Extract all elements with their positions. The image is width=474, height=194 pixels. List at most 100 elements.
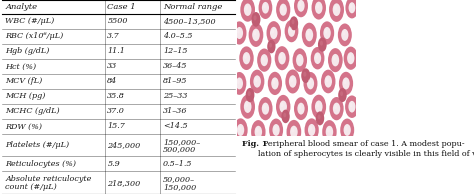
Text: 11.1: 11.1 <box>107 48 125 55</box>
Circle shape <box>296 54 303 66</box>
Circle shape <box>267 40 275 53</box>
Circle shape <box>329 97 344 120</box>
Circle shape <box>254 15 256 21</box>
Text: 3.7: 3.7 <box>107 32 120 41</box>
Circle shape <box>318 114 320 119</box>
Circle shape <box>307 31 310 36</box>
Text: Reticulocytes (%): Reticulocytes (%) <box>5 160 76 168</box>
Circle shape <box>333 3 340 16</box>
Circle shape <box>338 23 352 46</box>
Circle shape <box>251 120 265 144</box>
Circle shape <box>251 12 261 27</box>
Circle shape <box>292 19 294 24</box>
Circle shape <box>346 0 358 18</box>
Circle shape <box>348 101 356 113</box>
Circle shape <box>289 75 297 88</box>
Circle shape <box>316 4 319 8</box>
Circle shape <box>333 103 340 115</box>
Circle shape <box>311 0 326 20</box>
Circle shape <box>280 100 287 113</box>
Circle shape <box>274 46 289 70</box>
Circle shape <box>252 29 260 41</box>
Circle shape <box>311 47 324 69</box>
Circle shape <box>246 88 255 102</box>
Circle shape <box>345 126 347 131</box>
Text: 5.9: 5.9 <box>107 160 120 168</box>
Circle shape <box>308 79 311 84</box>
Circle shape <box>270 27 277 39</box>
Text: 33: 33 <box>107 62 118 70</box>
Circle shape <box>233 118 247 142</box>
Text: Normal range: Normal range <box>163 3 222 11</box>
Circle shape <box>269 43 272 48</box>
Circle shape <box>256 128 259 133</box>
Circle shape <box>257 48 271 72</box>
Circle shape <box>341 29 348 41</box>
Circle shape <box>243 52 250 64</box>
Circle shape <box>288 25 295 37</box>
Circle shape <box>281 6 283 10</box>
Circle shape <box>294 97 308 120</box>
Text: Platelets (#/μL): Platelets (#/μL) <box>5 141 69 149</box>
Circle shape <box>278 52 286 64</box>
Circle shape <box>297 56 300 61</box>
Circle shape <box>244 100 252 113</box>
Circle shape <box>334 5 337 10</box>
Circle shape <box>347 52 355 64</box>
Circle shape <box>309 126 312 131</box>
Circle shape <box>255 77 257 82</box>
Circle shape <box>292 48 307 72</box>
Circle shape <box>276 0 290 21</box>
Circle shape <box>236 77 243 89</box>
Text: 35.8: 35.8 <box>107 93 125 100</box>
Circle shape <box>248 23 264 47</box>
Text: 25–33: 25–33 <box>163 93 188 100</box>
Circle shape <box>292 128 294 133</box>
Circle shape <box>245 5 248 10</box>
Circle shape <box>340 91 343 96</box>
Circle shape <box>237 29 240 34</box>
Circle shape <box>280 4 287 16</box>
Text: 4.0–5.5: 4.0–5.5 <box>163 32 192 41</box>
Text: WBC (#/μL): WBC (#/μL) <box>5 17 55 25</box>
Circle shape <box>282 110 290 123</box>
Text: 218,300: 218,300 <box>107 179 141 187</box>
Circle shape <box>255 126 262 138</box>
Circle shape <box>263 4 266 8</box>
Circle shape <box>348 2 356 13</box>
Circle shape <box>297 103 305 115</box>
Text: 84: 84 <box>107 77 118 86</box>
Text: Hgb (g/dL): Hgb (g/dL) <box>5 48 49 55</box>
Circle shape <box>259 0 272 19</box>
Circle shape <box>281 103 283 107</box>
Text: RBC (x10⁶/μL): RBC (x10⁶/μL) <box>5 32 64 41</box>
Circle shape <box>290 77 293 82</box>
Circle shape <box>273 79 275 84</box>
Circle shape <box>305 29 313 41</box>
Circle shape <box>333 56 336 61</box>
Circle shape <box>239 46 254 70</box>
Circle shape <box>350 4 352 8</box>
Text: Case 1: Case 1 <box>107 3 136 11</box>
Circle shape <box>284 20 299 42</box>
Circle shape <box>338 88 347 102</box>
Circle shape <box>247 91 251 96</box>
Circle shape <box>348 54 351 59</box>
Circle shape <box>303 72 306 77</box>
Circle shape <box>262 103 269 115</box>
Circle shape <box>280 54 283 59</box>
Text: 245,000: 245,000 <box>107 141 141 149</box>
Circle shape <box>254 31 256 36</box>
Circle shape <box>286 120 301 144</box>
Text: MCV (fL): MCV (fL) <box>5 77 42 86</box>
Circle shape <box>266 21 281 45</box>
Circle shape <box>238 126 241 131</box>
Text: Peripheral blood smear of case 1. A modest popu-
lation of spherocytes is clearl: Peripheral blood smear of case 1. A mode… <box>258 140 474 158</box>
Circle shape <box>262 2 269 14</box>
Circle shape <box>262 56 264 61</box>
Circle shape <box>258 97 273 120</box>
Circle shape <box>315 54 318 59</box>
Text: 36–45: 36–45 <box>163 62 188 70</box>
Circle shape <box>271 29 274 34</box>
Circle shape <box>245 102 248 107</box>
